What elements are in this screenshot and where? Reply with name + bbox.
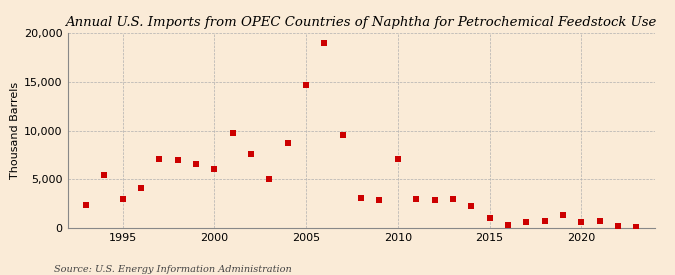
Point — [154, 157, 165, 161]
Point — [264, 177, 275, 182]
Point — [539, 219, 550, 224]
Point — [300, 82, 311, 87]
Point — [282, 141, 293, 145]
Point — [448, 197, 458, 201]
Point — [319, 40, 330, 45]
Point — [594, 219, 605, 224]
Point — [576, 220, 587, 225]
Point — [117, 197, 128, 201]
Point — [521, 220, 532, 225]
Point — [80, 203, 91, 207]
Point — [613, 224, 624, 229]
Point — [172, 158, 183, 162]
Point — [558, 212, 568, 217]
Point — [631, 225, 642, 229]
Title: Annual U.S. Imports from OPEC Countries of Naphtha for Petrochemical Feedstock U: Annual U.S. Imports from OPEC Countries … — [65, 16, 657, 29]
Point — [392, 157, 403, 161]
Point — [246, 152, 256, 156]
Point — [374, 198, 385, 202]
Point — [227, 130, 238, 135]
Point — [484, 216, 495, 221]
Point — [502, 223, 513, 227]
Point — [356, 196, 367, 200]
Point — [411, 197, 422, 201]
Point — [209, 166, 220, 171]
Point — [429, 198, 440, 202]
Text: Source: U.S. Energy Information Administration: Source: U.S. Energy Information Administ… — [54, 265, 292, 274]
Y-axis label: Thousand Barrels: Thousand Barrels — [10, 82, 20, 179]
Point — [466, 204, 477, 208]
Point — [136, 186, 146, 190]
Point — [190, 162, 201, 166]
Point — [338, 132, 348, 137]
Point — [99, 172, 109, 177]
